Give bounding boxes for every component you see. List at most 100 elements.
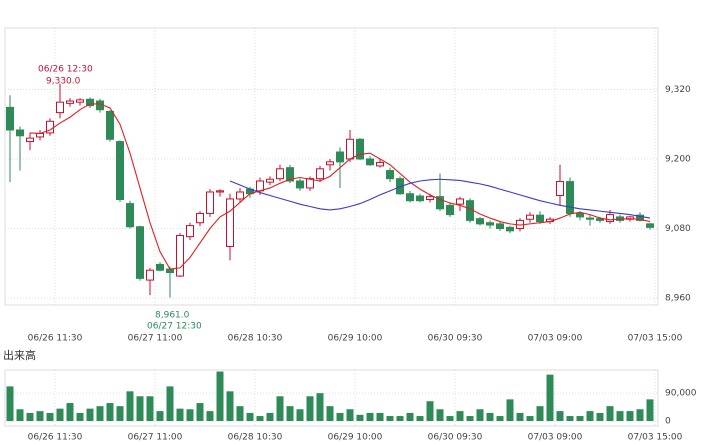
y-tick-label: 9,200 <box>665 154 691 164</box>
volume-bar <box>476 409 484 421</box>
candle-body <box>436 196 444 210</box>
volume-bar <box>426 401 434 421</box>
volume-bar <box>266 412 274 421</box>
candle-body <box>636 214 644 221</box>
volume-bar <box>366 412 374 421</box>
candle-body <box>456 198 464 205</box>
volume-bar <box>116 406 124 421</box>
candle-body <box>106 110 114 140</box>
volume-bar <box>486 412 494 421</box>
volume-bar <box>26 412 34 421</box>
candle-body <box>356 138 364 160</box>
candle-body <box>496 223 504 230</box>
candle-body <box>406 193 414 202</box>
candle-body <box>506 226 514 232</box>
volume-bar <box>446 416 454 421</box>
moving-average-line <box>229 178 651 219</box>
volume-bar <box>256 416 264 421</box>
volume-bar <box>606 406 614 421</box>
x-tick-label: 06/29 10:00 <box>328 433 383 443</box>
volume-label: 出来高 <box>3 348 36 362</box>
candle-body <box>16 129 24 137</box>
volume-bar <box>336 412 344 421</box>
volume-bar <box>346 409 354 421</box>
volume-bar <box>386 416 394 421</box>
volume-bar <box>136 396 144 421</box>
candle-body <box>536 214 544 223</box>
volume-bar <box>406 412 414 421</box>
volume-bar <box>206 411 214 421</box>
volume-bar <box>466 416 474 421</box>
volume-bar <box>166 386 174 421</box>
volume-bar <box>316 393 324 421</box>
volume-bar <box>546 374 554 421</box>
candle-body <box>6 106 14 131</box>
volume-bar <box>416 416 424 421</box>
volume-bar <box>536 406 544 421</box>
candle-body <box>86 98 94 107</box>
volume-bar <box>436 409 444 421</box>
volume-bar <box>146 396 154 421</box>
candle-body <box>646 223 654 228</box>
volume-bar <box>296 409 304 421</box>
volume-bar <box>356 414 364 421</box>
high-price: 9,330.0 <box>46 77 81 87</box>
volume-bar <box>506 399 514 421</box>
candle-body <box>426 196 434 201</box>
candle-body <box>376 161 384 167</box>
candle-body <box>296 180 304 189</box>
candle-body <box>596 218 604 221</box>
candle-body <box>136 226 144 279</box>
x-tick-label: 07/03 09:00 <box>528 433 583 443</box>
x-tick-label: 06/29 10:00 <box>328 334 383 344</box>
y-tick-label: 9,080 <box>665 224 691 234</box>
volume-bar <box>226 391 234 421</box>
candle-body <box>366 158 374 166</box>
candle-body <box>216 190 224 193</box>
volume-bar <box>286 406 294 421</box>
volume-bar <box>396 416 404 421</box>
volume-bar <box>456 411 464 421</box>
x-tick-label: 06/28 10:30 <box>228 433 283 443</box>
candle-body <box>336 151 344 163</box>
volume-bar <box>626 411 634 421</box>
volume-bar <box>376 412 384 421</box>
x-tick-label: 07/03 09:00 <box>528 334 583 344</box>
candle-body <box>66 100 74 104</box>
candle-body <box>576 212 584 218</box>
volume-bar <box>516 412 524 421</box>
candle-body <box>116 141 124 201</box>
volume-bar <box>326 406 334 421</box>
volume-bar <box>596 412 604 421</box>
volume-bar <box>156 411 164 421</box>
volume-bar <box>186 409 194 421</box>
volume-bar <box>126 391 134 421</box>
candle-body <box>56 101 64 114</box>
candle-body <box>416 195 424 202</box>
candle-body <box>326 161 334 166</box>
candle-body <box>236 191 244 200</box>
x-tick-label: 07/03 15:00 <box>628 433 683 443</box>
volume-bar <box>86 408 94 421</box>
x-tick-label: 07/03 15:00 <box>628 334 683 344</box>
volume-bar <box>496 416 504 421</box>
volume-bar <box>96 406 104 421</box>
volume-bar <box>196 403 204 421</box>
candle-body <box>76 99 84 103</box>
candle-body <box>316 168 324 180</box>
candle-body <box>486 222 494 226</box>
candle-body <box>126 203 134 228</box>
candle-body <box>476 218 484 225</box>
candle-body <box>276 168 284 180</box>
candle-body <box>186 225 194 238</box>
y-tick-label: 8,960 <box>665 294 691 304</box>
candle-body <box>526 214 534 220</box>
volume-bar <box>216 371 224 421</box>
x-tick-label: 06/26 11:30 <box>28 334 83 344</box>
volume-bar <box>276 396 284 421</box>
volume-bar <box>246 412 254 421</box>
candle-body <box>566 181 574 214</box>
volume-bar <box>636 409 644 421</box>
